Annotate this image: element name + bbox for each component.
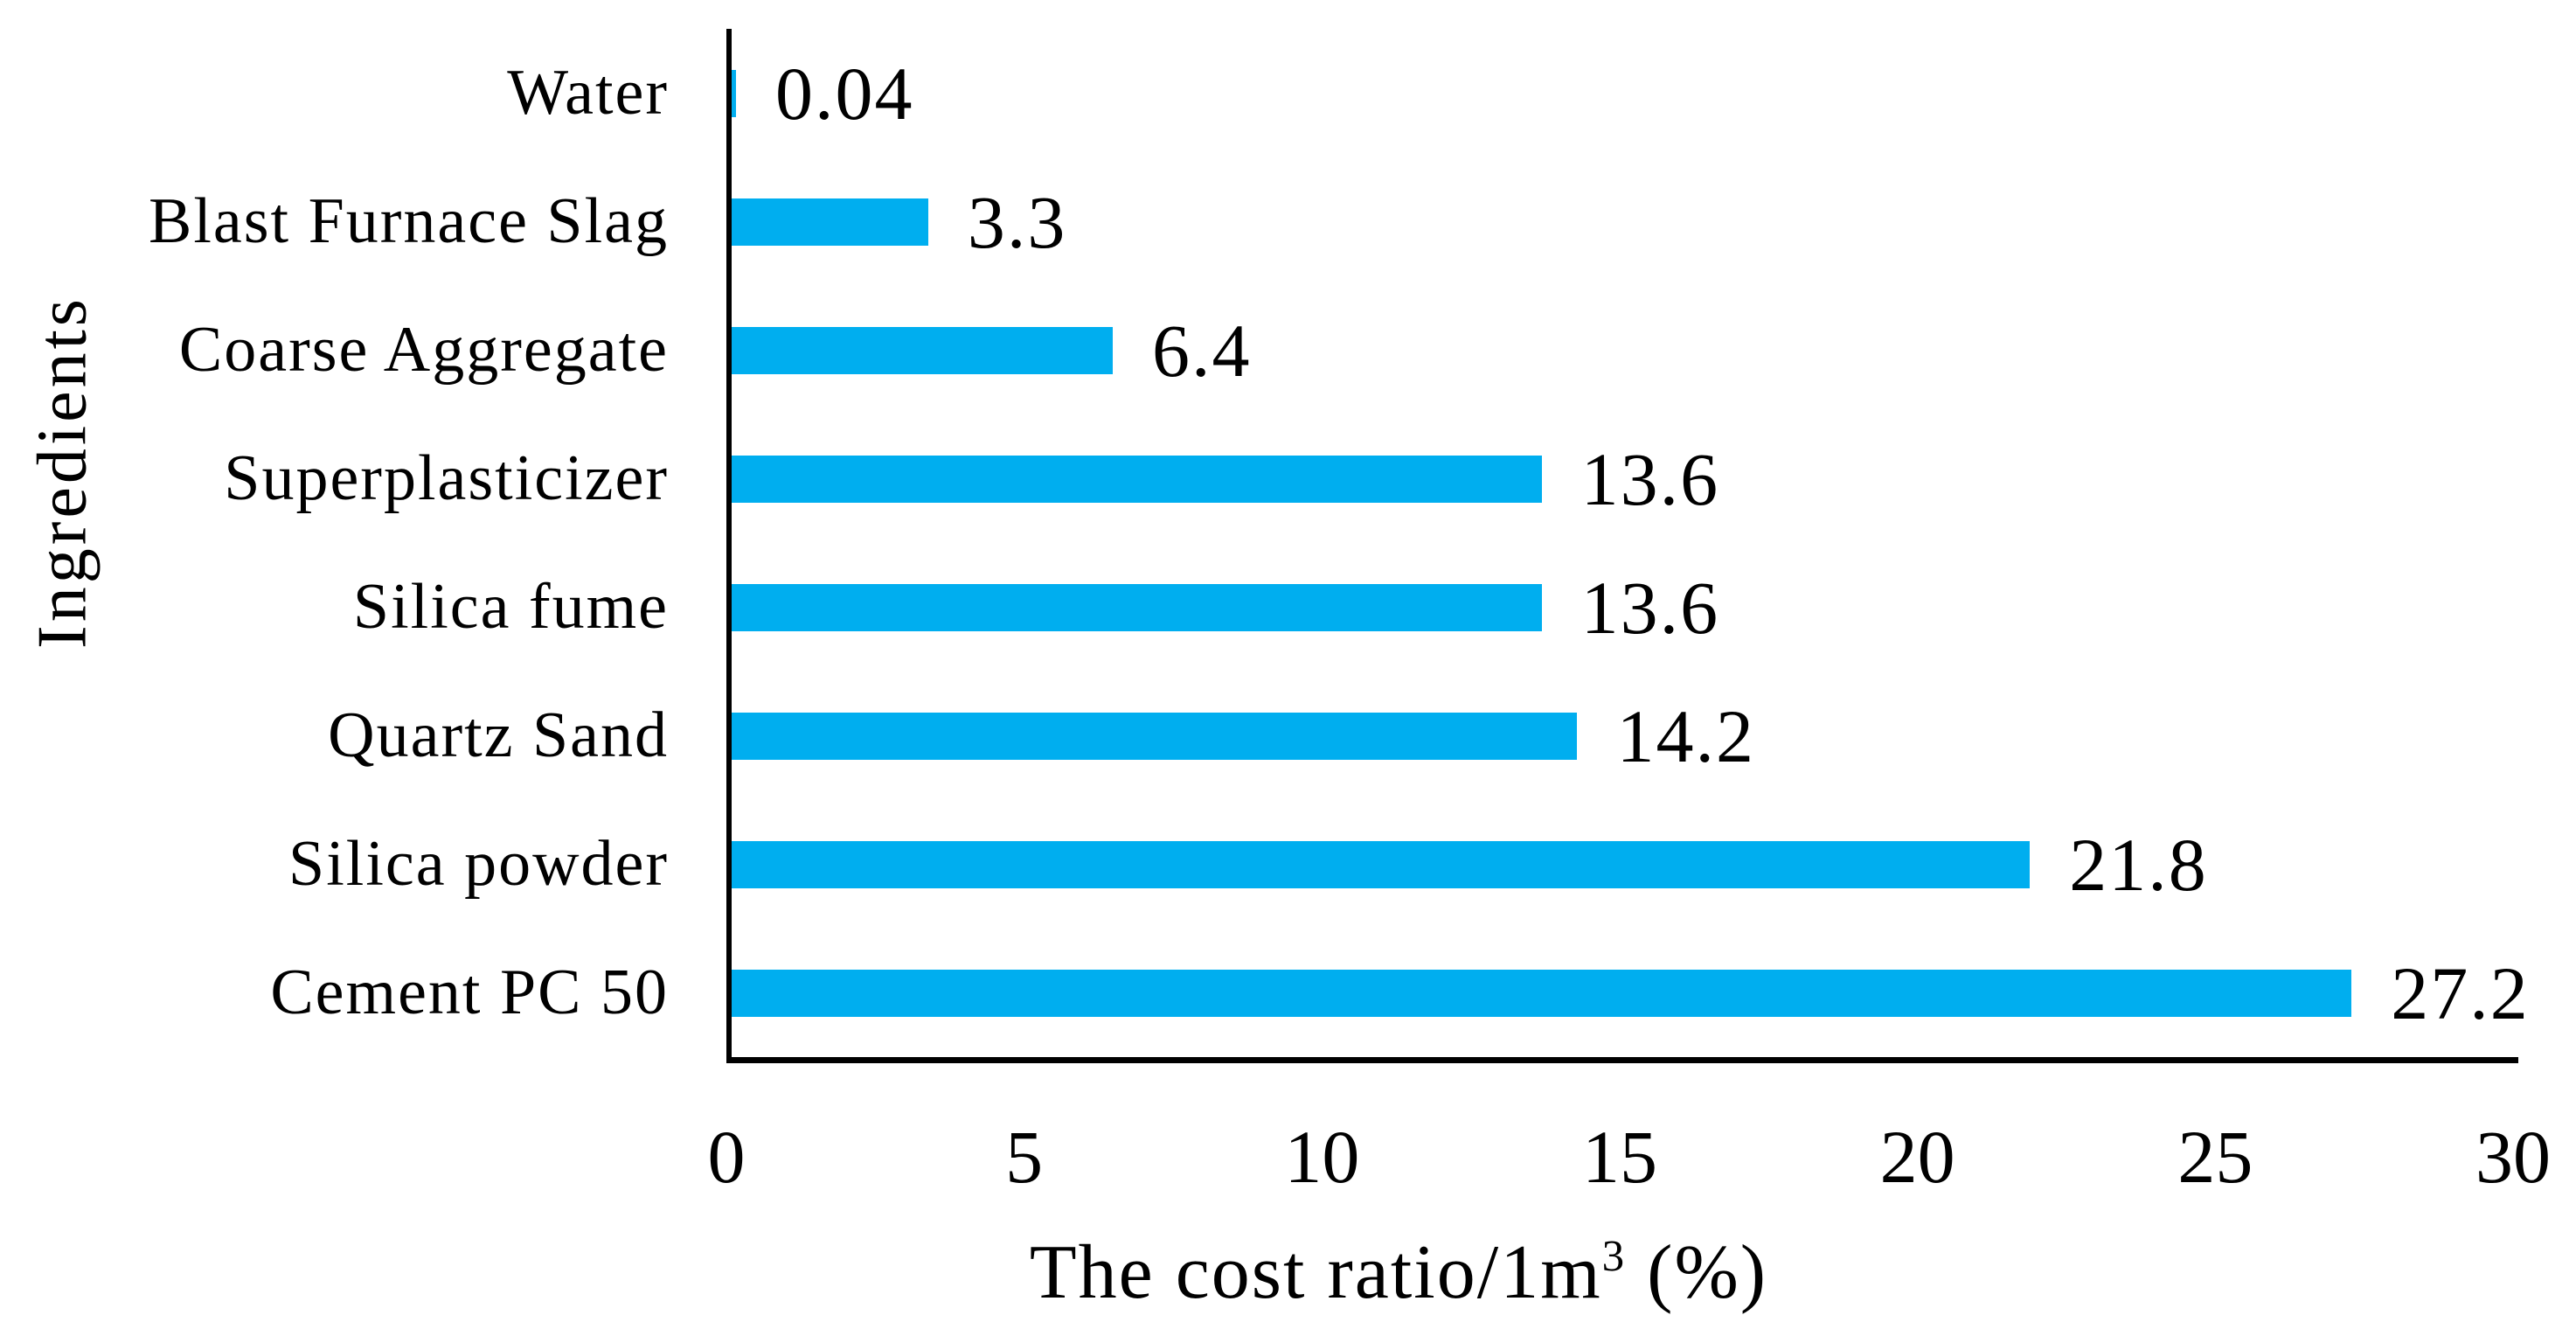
- bar: [732, 583, 1542, 631]
- category-label: Water: [507, 57, 669, 129]
- bar: [732, 326, 1114, 374]
- bar: [732, 840, 2031, 888]
- bar-band: 27.2: [732, 929, 2528, 1057]
- bar: [732, 712, 1578, 760]
- category-label: Coarse Aggregate: [178, 314, 669, 386]
- category-label: Silica fume: [352, 571, 669, 643]
- plot-area: 0.04 3.3 6.4 13.6 13.6 14.2 21.8 27.2: [726, 29, 2528, 1063]
- category-label: Cement PC 50: [270, 957, 669, 1028]
- x-tick-label: 5: [1005, 1115, 1044, 1199]
- x-tick-label: 30: [2475, 1115, 2551, 1199]
- bar: [732, 69, 736, 117]
- x-axis-title-text: The cost ratio/1m: [1029, 1230, 1602, 1315]
- bar-band: 0.04: [732, 29, 2518, 157]
- x-tick-label: 0: [707, 1115, 746, 1199]
- x-tick-label: 15: [1582, 1115, 1657, 1199]
- bar-band: 14.2: [732, 672, 2518, 800]
- x-axis-title: The cost ratio/1m3 (%): [1029, 1230, 1768, 1316]
- value-label: 14.2: [1616, 693, 1755, 778]
- bar: [732, 969, 2352, 1017]
- x-axis-title-superscript: 3: [1601, 1232, 1627, 1282]
- bar-band: 13.6: [732, 543, 2518, 672]
- x-tick-label: 20: [1879, 1115, 1955, 1199]
- bar-band: 13.6: [732, 414, 2518, 543]
- value-label: 27.2: [2391, 950, 2530, 1035]
- value-label: 3.3: [967, 179, 1067, 264]
- category-label: Blast Furnace Slag: [148, 185, 669, 257]
- value-label: 21.8: [2069, 822, 2208, 907]
- value-label: 13.6: [1580, 436, 1720, 521]
- value-label: 0.04: [775, 51, 914, 136]
- x-axis-tick-labels: 0 5 10 15 20 25 30: [708, 1103, 2552, 1200]
- category-label: Superplasticizer: [224, 442, 669, 514]
- x-tick-label: 25: [2177, 1115, 2253, 1199]
- x-axis-title-suffix: (%): [1626, 1230, 1768, 1315]
- x-tick-label: 10: [1284, 1115, 1360, 1199]
- bar: [732, 455, 1542, 503]
- value-label: 6.4: [1152, 308, 1252, 393]
- value-label: 13.6: [1580, 565, 1720, 650]
- category-label-column: Water Blast Furnace Slag Coarse Aggregate S…: [0, 29, 669, 1057]
- bar: [732, 198, 928, 246]
- category-label: Quartz Sand: [328, 699, 669, 771]
- bar-band: 6.4: [732, 286, 2518, 414]
- category-label: Silica powder: [288, 828, 669, 900]
- bar-band: 21.8: [732, 800, 2518, 929]
- bar-band: 3.3: [732, 157, 2518, 286]
